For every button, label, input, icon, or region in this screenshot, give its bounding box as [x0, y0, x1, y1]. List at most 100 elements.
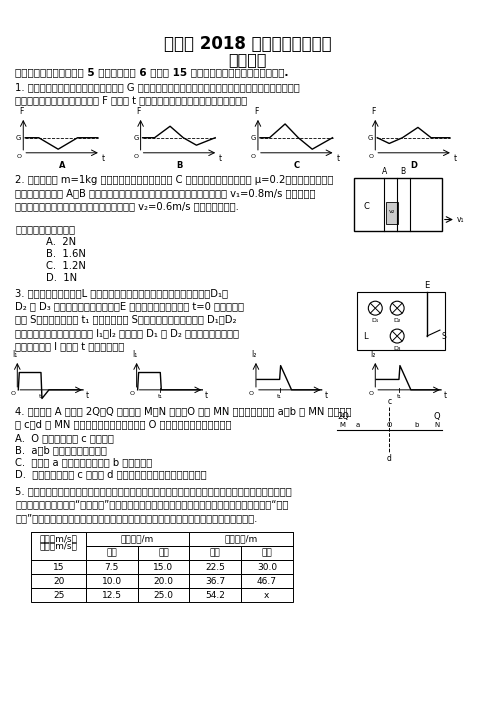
Bar [31, 546, 86, 560]
Text: A: A [59, 161, 65, 170]
Text: O: O [16, 154, 21, 159]
Text: G: G [368, 135, 373, 140]
Bar [386, 201, 398, 223]
Bar [137, 574, 189, 588]
Text: 5. 酒后驾车会导致许多安全隐患，是因为驾驶员的反应时间变长，反应时间是指驾驶员从发现情况到采
取制动的时间，下表中“思考距离”是指驾驶员从发现情况到采取制动的: 5. 酒后驾车会导致许多安全隐患，是因为驾驶员的反应时间变长，反应时间是指驾驶员… [15, 486, 292, 523]
Text: C.  1.2N: C. 1.2N [46, 261, 86, 272]
Text: D.  将电子居直线从 c 点移到 d 点，电场力对电子做负功后做正功: D. 将电子居直线从 c 点移到 d 点，电场力对电子做负功后做正功 [15, 470, 207, 479]
Text: 7.5: 7.5 [105, 562, 119, 571]
Text: C: C [294, 161, 300, 170]
Text: B.  a、b 两点的电场强度相同: B. a、b 两点的电场强度相同 [15, 446, 107, 456]
Text: F: F [254, 107, 258, 116]
Text: O: O [369, 391, 373, 396]
Text: 1. 在探究宝量和失量叠加时，某本量为 G 的同学站在一压力传感器上完成一次下蹲动作，传感器和计算
机连，经计算机处理后得到压力 F 随时间 t 变化的图象，则: 1. 在探究宝量和失量叠加时，某本量为 G 的同学站在一压力传感器上完成一次下蹲… [15, 82, 300, 105]
Text: 22.5: 22.5 [205, 562, 225, 571]
Text: O: O [133, 154, 138, 159]
Text: M: M [339, 422, 346, 428]
Bar [355, 178, 442, 232]
Text: G: G [16, 135, 21, 140]
Text: t: t [454, 154, 457, 163]
Text: B.  1.6N: B. 1.6N [46, 249, 86, 260]
Bar [241, 532, 293, 546]
Text: D: D [411, 161, 418, 170]
Text: A: A [381, 166, 387, 176]
Text: 54.2: 54.2 [205, 590, 225, 600]
Bar [137, 588, 189, 602]
Text: 正常: 正常 [210, 549, 221, 557]
Bar [241, 546, 293, 560]
Bar [86, 532, 189, 546]
Text: t: t [102, 154, 105, 163]
Text: D₁: D₁ [372, 318, 379, 323]
Text: S: S [442, 331, 447, 340]
Text: 12.5: 12.5 [102, 590, 122, 600]
Bar [86, 588, 137, 602]
Text: F: F [136, 107, 141, 116]
Text: E: E [425, 282, 430, 290]
Text: v₂: v₂ [389, 209, 395, 214]
Text: 15.0: 15.0 [153, 562, 174, 571]
Bar [137, 532, 189, 546]
Bar [189, 588, 241, 602]
Bar [86, 532, 137, 546]
Text: t: t [336, 154, 340, 163]
Text: 速度（m/s）: 速度（m/s） [40, 535, 77, 544]
Text: C.  电子在 a 点的电势能大于在 b 点的电势能: C. 电子在 a 点的电势能大于在 b 点的电势能 [15, 458, 153, 468]
Text: I₂: I₂ [371, 350, 376, 359]
Text: O: O [386, 422, 392, 428]
Text: G: G [133, 135, 138, 140]
Text: t: t [86, 391, 89, 400]
Text: 制动距离/m: 制动距离/m [224, 535, 257, 544]
Text: 物理试题: 物理试题 [229, 52, 267, 67]
Text: 15: 15 [53, 562, 64, 571]
Text: D.  1N: D. 1N [46, 273, 77, 284]
Bar [86, 574, 137, 588]
Bar [31, 532, 86, 560]
Text: I₁: I₁ [132, 350, 137, 359]
Text: t: t [324, 391, 328, 400]
Bar [31, 532, 86, 546]
Text: O: O [369, 154, 373, 159]
Text: v₁: v₁ [457, 215, 464, 224]
Text: A.  2N: A. 2N [46, 237, 76, 247]
Bar [241, 574, 293, 588]
Text: 江苏省 2018 年剑高考调研测试: 江苏省 2018 年剑高考调研测试 [164, 35, 332, 53]
Text: 25.0: 25.0 [153, 590, 174, 600]
Bar [137, 560, 189, 574]
Text: 正常: 正常 [107, 549, 117, 557]
Text: c: c [387, 397, 391, 406]
Bar [358, 292, 445, 350]
Text: 10.0: 10.0 [102, 576, 122, 585]
Text: t: t [219, 154, 222, 163]
Text: 30.0: 30.0 [257, 562, 277, 571]
Text: 思考距离/m: 思考距离/m [121, 535, 154, 544]
Text: b: b [415, 422, 419, 428]
Text: B: B [401, 166, 406, 176]
Text: 一、单项选择题：本题八 5 小题，每小题 6 分，共 15 分，每小题只有一个选项符合题意.: 一、单项选择题：本题八 5 小题，每小题 6 分，共 15 分，每小题只有一个选… [15, 67, 289, 77]
Text: t₁: t₁ [277, 394, 282, 399]
Text: 3. 如图所示的电路中，L 是一个自感系数很大、直流电阱不计的线圈，D₁、
D₂ 和 D₃ 是三个完全相同的灯泡，E 是内阱不计的电源，在 t=0 时刻，闭合
: 3. 如图所示的电路中，L 是一个自感系数很大、直流电阱不计的线圈，D₁、 D₂… [15, 289, 245, 351]
Text: d: d [387, 453, 392, 463]
Text: 酒后: 酒后 [158, 549, 169, 557]
Text: t: t [444, 391, 447, 400]
Text: t₁: t₁ [158, 394, 163, 399]
Text: 则拉力大小为（　　）: 则拉力大小为（ ） [15, 225, 75, 234]
Text: C: C [364, 202, 369, 211]
Text: t₁: t₁ [39, 394, 44, 399]
Text: 2Q: 2Q [337, 412, 349, 420]
Bar [189, 532, 293, 546]
Text: B: B [176, 161, 183, 170]
Text: O: O [249, 391, 254, 396]
Text: 46.7: 46.7 [257, 576, 277, 585]
Bar [189, 574, 241, 588]
Text: x: x [264, 590, 270, 600]
Text: 2. 如图，质量 m=1kg 的物体放在水平放置的钐板 C 上，与钐板的动摩擦因数 μ=0.2，由于受到垂直壁
面静止的光滑导槽 A、B 的控制，物体只能沿水平: 2. 如图，质量 m=1kg 的物体放在水平放置的钐板 C 上，与钐板的动摩擦因… [15, 175, 334, 211]
Bar [241, 588, 293, 602]
Text: F: F [371, 107, 375, 116]
Text: 4. 如图所示 A 正电荷 2Q，Q 分别置于 M、N 两点，O 点为 MN 连线的中点，点 a、b 在 MN 连线上，
点 c、d 在 MN 垂直平分线上，它: 4. 如图所示 A 正电荷 2Q，Q 分别置于 M、N 两点，O 点为 MN 连… [15, 406, 352, 429]
Bar [189, 546, 241, 560]
Text: N: N [434, 422, 440, 428]
Text: 20: 20 [53, 576, 64, 585]
Text: 酒后: 酒后 [261, 549, 272, 557]
Text: 速度（m/s）: 速度（m/s） [40, 542, 77, 551]
